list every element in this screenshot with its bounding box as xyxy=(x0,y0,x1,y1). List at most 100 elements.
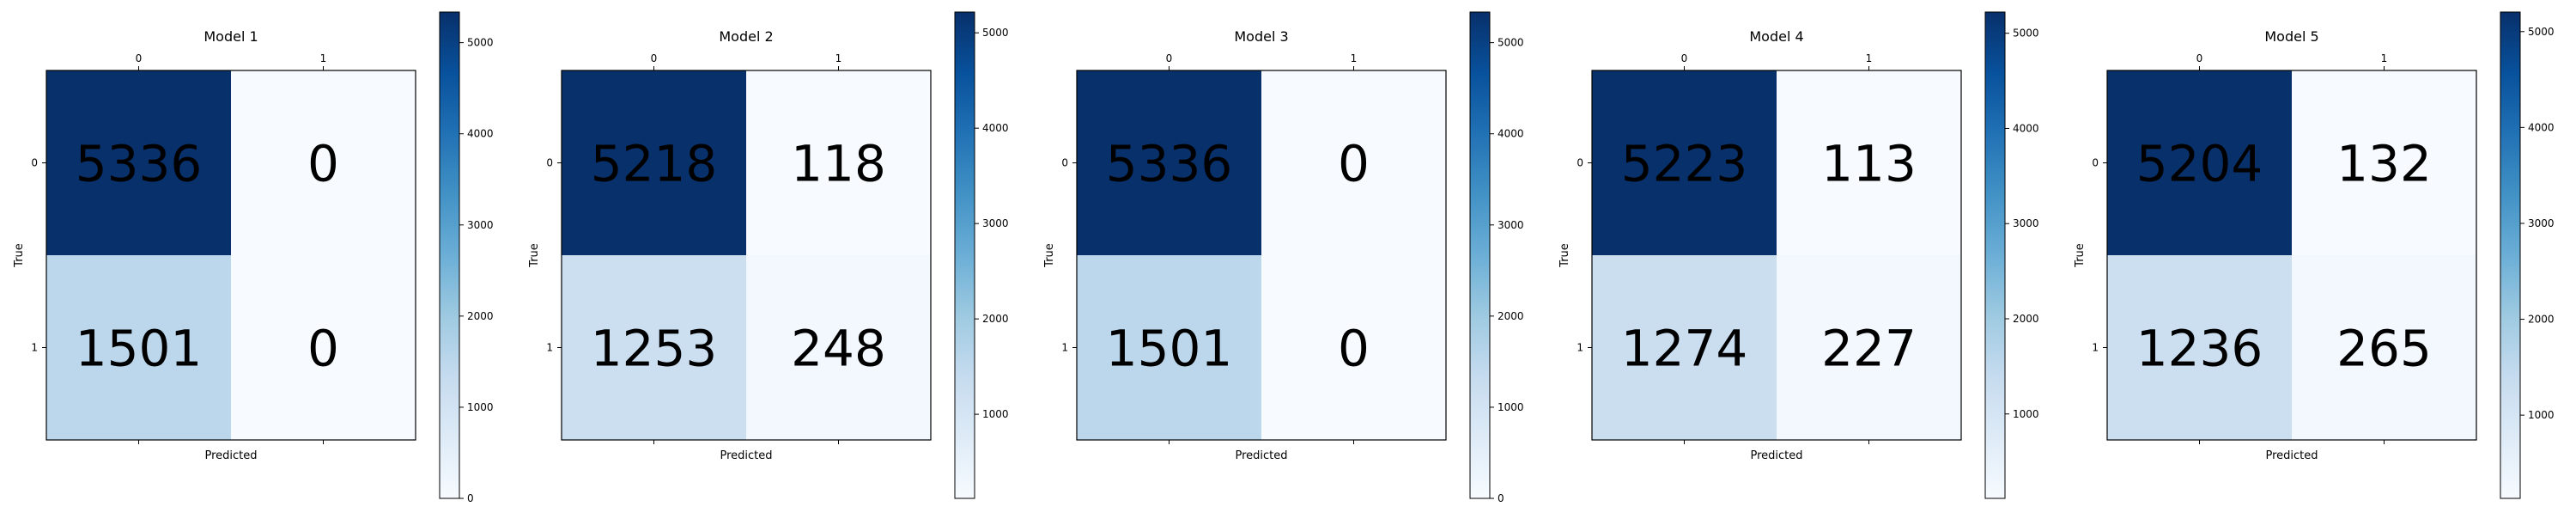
matrix-cell xyxy=(1261,255,1446,440)
colorbar-tick-label: 0 xyxy=(467,492,474,504)
colorbar-tick-label: 2000 xyxy=(2528,314,2555,326)
cell-value-label: 118 xyxy=(791,135,886,193)
colorbar-tick-label: 1000 xyxy=(1498,401,1524,413)
matrix-cell xyxy=(562,70,746,255)
matrix-cell xyxy=(1592,70,1777,255)
matrix-cell xyxy=(1077,70,1261,255)
colorbar-tick-label: 3000 xyxy=(1498,219,1524,231)
matrix-cell xyxy=(46,255,231,440)
colorbar-tick-label: 3000 xyxy=(2013,217,2039,229)
chart-title: Model 5 xyxy=(2264,28,2318,45)
cell-value-label: 1501 xyxy=(1106,320,1233,378)
cell-value-label: 5336 xyxy=(1106,135,1233,193)
colorbar xyxy=(440,12,459,498)
y-tick-label: 0 xyxy=(1577,157,1583,169)
x-axis-label: Predicted xyxy=(1750,449,1802,462)
cell-value-label: 1274 xyxy=(1621,320,1748,378)
x-tick-label: 1 xyxy=(2381,52,2388,64)
colorbar-tick-label: 1000 xyxy=(982,408,1009,420)
colorbar-tick-label: 2000 xyxy=(2013,313,2039,325)
matrix-frame xyxy=(1591,70,1962,441)
y-axis-label: True xyxy=(1043,243,1056,268)
cell-value-label: 1253 xyxy=(591,320,718,378)
colorbar xyxy=(2500,12,2520,498)
cell-value-label: 1236 xyxy=(2136,320,2263,378)
x-tick-label: 1 xyxy=(1351,52,1358,64)
chart-title: Model 2 xyxy=(719,28,773,45)
x-axis-label: Predicted xyxy=(2265,449,2318,462)
matrix-frame xyxy=(1076,70,1447,441)
y-axis-label: True xyxy=(2074,243,2087,268)
chart-title: Model 3 xyxy=(1234,28,1288,45)
y-tick-label: 1 xyxy=(546,342,553,354)
matrix-cell xyxy=(562,255,746,440)
confusion-matrix-4: Model 4 5223 113 1274 227 0 1 0 1 Predicted True 10… xyxy=(1558,11,2039,499)
cell-value-label: 132 xyxy=(2336,135,2432,193)
colorbar-tick-label: 5000 xyxy=(1498,37,1524,49)
cell-value-label: 5223 xyxy=(1621,135,1748,193)
colorbar-tick-label: 3000 xyxy=(982,217,1009,229)
cell-value-label: 5336 xyxy=(76,135,203,193)
matrix-cell xyxy=(2107,70,2292,255)
cell-value-label: 227 xyxy=(1821,320,1917,378)
matrix-cell xyxy=(1777,70,1961,255)
cell-value-label: 1501 xyxy=(76,320,203,378)
colorbar-tick-label: 5000 xyxy=(982,27,1009,39)
y-axis-label: True xyxy=(13,243,26,268)
matrix-cell xyxy=(2292,70,2476,255)
confusion-matrix-5: Model 5 5204 132 1236 265 0 1 0 1 Predicted True 10… xyxy=(2074,11,2555,499)
colorbar-tick-label: 2000 xyxy=(982,313,1009,325)
x-tick-label: 0 xyxy=(1681,52,1688,64)
colorbar-frame xyxy=(1984,11,2006,499)
colorbar-tick-label: 4000 xyxy=(1498,128,1524,140)
cell-value-label: 248 xyxy=(791,320,886,378)
y-tick-label: 1 xyxy=(31,342,38,354)
colorbar-tick-label: 5000 xyxy=(467,37,494,49)
confusion-matrix-1: Model 1 5336 0 1501 0 0 1 0 1 Predicted True 0 1000 2… xyxy=(13,11,494,504)
matrix-cell xyxy=(1077,255,1261,440)
y-axis-label: True xyxy=(1558,243,1571,268)
x-axis-label: Predicted xyxy=(1235,449,1287,462)
cell-value-label: 265 xyxy=(2336,320,2432,378)
colorbar-tick-label: 4000 xyxy=(2013,122,2039,134)
matrix-cell xyxy=(746,255,931,440)
colorbar-tick-label: 2000 xyxy=(467,310,494,322)
y-tick-label: 1 xyxy=(2092,342,2099,354)
matrix-cell xyxy=(46,70,231,255)
cell-value-label: 5204 xyxy=(2136,135,2263,193)
matrix-cell xyxy=(1777,255,1961,440)
matrix-cell xyxy=(2107,255,2292,440)
cell-value-label: 0 xyxy=(307,320,339,378)
y-tick-label: 0 xyxy=(546,157,553,169)
colorbar xyxy=(1470,12,1490,498)
colorbar-tick-label: 0 xyxy=(1498,492,1504,504)
colorbar xyxy=(955,12,975,498)
colorbar-frame xyxy=(954,11,975,499)
matrix-cell xyxy=(231,70,416,255)
colorbar-tick-label: 4000 xyxy=(2528,121,2555,133)
matrix-cell xyxy=(231,255,416,440)
colorbar-tick-label: 4000 xyxy=(982,122,1009,134)
y-tick-label: 1 xyxy=(1061,342,1068,354)
matrix-frame xyxy=(561,70,932,441)
x-tick-label: 1 xyxy=(1866,52,1873,64)
matrix-cell xyxy=(746,70,931,255)
matrix-cell xyxy=(1592,255,1777,440)
colorbar xyxy=(1985,12,2005,498)
colorbar-tick-label: 1000 xyxy=(2528,409,2555,421)
y-tick-label: 1 xyxy=(1577,342,1583,354)
x-axis-label: Predicted xyxy=(720,449,772,462)
matrix-cell xyxy=(1261,70,1446,255)
chart-title: Model 4 xyxy=(1749,28,1803,45)
x-tick-label: 1 xyxy=(835,52,842,64)
colorbar-tick-label: 3000 xyxy=(467,219,494,231)
y-tick-label: 0 xyxy=(1061,157,1068,169)
matrix-cell xyxy=(2292,255,2476,440)
cell-value-label: 0 xyxy=(1338,320,1370,378)
colorbar-frame xyxy=(1469,11,1491,499)
cell-value-label: 0 xyxy=(307,135,339,193)
colorbar-tick-label: 4000 xyxy=(467,128,494,140)
x-tick-label: 0 xyxy=(651,52,658,64)
